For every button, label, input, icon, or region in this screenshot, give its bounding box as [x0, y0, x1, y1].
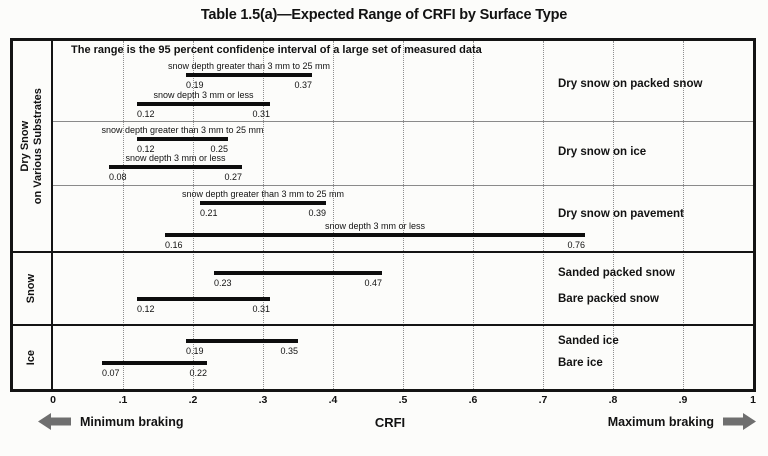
max-braking-label: Maximum braking: [607, 414, 714, 429]
range-bar: [109, 165, 242, 169]
axis-legend: Minimum braking CRFI Maximum braking: [10, 412, 756, 436]
surface-label: Bare ice: [558, 357, 603, 369]
surface-label: Dry snow on pavement: [558, 208, 684, 220]
range-bar: [137, 297, 270, 301]
surface-label: Sanded packed snow: [558, 267, 675, 279]
min-braking-label: Minimum braking: [80, 414, 184, 429]
bar-max-value: 0.31: [252, 109, 270, 119]
bar-condition-label: snow depth greater than 3 mm to 25 mm: [181, 189, 345, 199]
axis-tick-label: .6: [468, 394, 478, 406]
range-bar: [186, 73, 312, 77]
bar-condition-label: snow depth 3 mm or less: [153, 90, 254, 100]
surface-label: Sanded ice: [558, 335, 619, 347]
grid-line: [263, 41, 264, 389]
axis-tick-label: .5: [398, 394, 408, 406]
grid-line: [333, 41, 334, 389]
sidebar-section-label: Dry Snow on Various Substrates: [19, 88, 45, 204]
range-bar: [200, 201, 326, 205]
right-arrow-icon: [723, 413, 756, 430]
x-axis: 0 .1 .2 .3 .4 .5 .6 .7 .8 .9 1: [50, 394, 756, 408]
grid-line: [123, 41, 124, 389]
range-bar: [137, 102, 270, 106]
chart-note: The range is the 95 percent confidence i…: [71, 44, 482, 56]
row-divider: [53, 121, 753, 122]
section-divider: [13, 251, 753, 253]
sidebar-section-label-line: on Various Substrates: [32, 87, 44, 205]
bar-min-value: 0.12: [137, 144, 155, 154]
bar-condition-label: snow depth greater than 3 mm to 25 mm: [101, 125, 264, 135]
range-bar: [186, 339, 298, 343]
sidebar-section-label-line: Dry Snow: [18, 120, 31, 172]
bar-condition-label: snow depth 3 mm or less: [125, 153, 226, 163]
axis-tick-label: .1: [118, 394, 128, 406]
sidebar-section-label: Ice: [25, 350, 38, 365]
axis-tick-label: .2: [188, 394, 198, 406]
bar-condition-label: snow depth 3 mm or less: [324, 221, 426, 231]
sidebar-section-label-line: Ice: [25, 349, 38, 366]
bar-min-value: 0.12: [137, 304, 155, 314]
chart-title: Table 1.5(a)—Expected Range of CRFI by S…: [200, 7, 568, 23]
surface-label: Dry snow on ice: [558, 146, 647, 158]
left-arrow-icon: [38, 413, 71, 430]
axis-tick-label: .9: [678, 394, 688, 406]
axis-tick-label: 0: [50, 394, 56, 406]
max-braking-group: Maximum braking: [608, 413, 756, 430]
bar-min-value: 0.16: [165, 240, 183, 250]
range-bar: [165, 233, 585, 237]
axis-tick-label: .7: [538, 394, 548, 406]
bar-min-value: 0.12: [137, 109, 155, 119]
sidebar-section-snow: Snow: [13, 253, 51, 324]
bar-max-value: 0.31: [252, 304, 270, 314]
row-divider: [53, 185, 753, 186]
range-bar: [102, 361, 207, 365]
bar-max-value: 0.47: [364, 278, 382, 288]
grid-line: [683, 41, 684, 389]
axis-tick-label: 1: [750, 394, 756, 406]
sidebar-section-label: Snow: [25, 274, 38, 303]
sidebar-section-dry-snow-on-various-substrates: Dry Snow on Various Substrates: [13, 41, 51, 251]
bar-min-value: 0.23: [214, 278, 232, 288]
grid-line: [193, 41, 194, 389]
bar-max-value: 0.37: [294, 80, 312, 90]
chart-box: Dry Snow on Various Substrates Snow Ice The…: [10, 38, 756, 392]
bar-max-value: 0.27: [224, 172, 242, 182]
bar-min-value: 0.21: [200, 208, 218, 218]
section-divider: [13, 324, 753, 326]
grid-line: [403, 41, 404, 389]
sidebar-section-ice: Ice: [13, 326, 51, 389]
sidebar-section-label-line: Snow: [25, 273, 38, 304]
grid-line: [613, 41, 614, 389]
range-bar: [214, 271, 382, 275]
bar-max-value: 0.39: [308, 208, 326, 218]
grid-line: [543, 41, 544, 389]
min-braking-group: Minimum braking: [38, 413, 183, 430]
bar-max-value: 0.25: [210, 144, 228, 154]
bar-min-value: 0.07: [102, 368, 120, 378]
x-axis-title: CRFI: [374, 415, 406, 430]
bar-condition-label: snow depth greater than 3 mm to 25 mm: [167, 61, 331, 71]
surface-label: Dry snow on packed snow: [558, 78, 703, 90]
bar-min-value: 0.19: [186, 80, 204, 90]
bar-min-value: 0.19: [186, 346, 204, 356]
plot-area: The range is the 95 percent confidence i…: [53, 41, 753, 389]
sidebar-category-column: Dry Snow on Various Substrates Snow Ice: [13, 41, 53, 389]
bar-max-value: 0.76: [567, 240, 585, 250]
surface-label: Bare packed snow: [558, 293, 659, 305]
axis-tick-label: .8: [608, 394, 618, 406]
bar-max-value: 0.35: [280, 346, 298, 356]
grid-line: [473, 41, 474, 389]
axis-tick-label: .3: [258, 394, 268, 406]
axis-tick-label: .4: [328, 394, 338, 406]
bar-max-value: 0.22: [189, 368, 207, 378]
range-bar: [137, 137, 228, 141]
bar-min-value: 0.08: [109, 172, 127, 182]
